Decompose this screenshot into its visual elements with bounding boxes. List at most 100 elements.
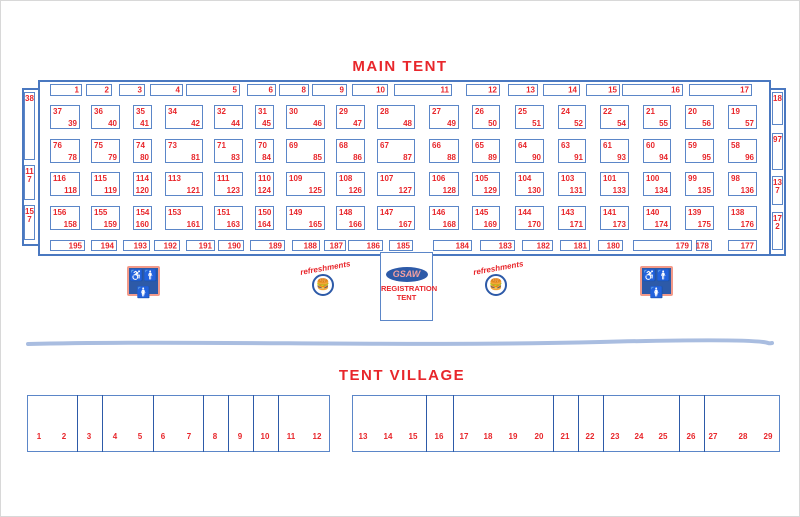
booth[interactable]: 10 bbox=[352, 84, 388, 96]
booth[interactable]: 149 165 bbox=[286, 206, 325, 230]
booth[interactable]: 64 90 bbox=[515, 139, 544, 163]
village-lot[interactable]: 1 bbox=[36, 432, 42, 441]
booth[interactable]: 148 166 bbox=[336, 206, 365, 230]
booth[interactable]: 16 bbox=[622, 84, 683, 96]
booth[interactable]: 182 bbox=[522, 240, 553, 251]
village-lot[interactable]: 20 bbox=[534, 432, 544, 441]
booth[interactable]: 188 bbox=[292, 240, 320, 251]
booth[interactable]: 155 159 bbox=[91, 206, 120, 230]
booth[interactable]: 28 48 bbox=[377, 105, 415, 129]
booth[interactable]: 138 176 bbox=[728, 206, 757, 230]
village-lot[interactable]: 22 bbox=[585, 432, 595, 441]
booth[interactable]: 100 134 bbox=[643, 172, 671, 196]
booth[interactable]: 140 174 bbox=[643, 206, 671, 230]
booth[interactable]: 180 bbox=[598, 240, 623, 251]
village-lot[interactable]: 10 bbox=[260, 432, 270, 441]
booth[interactable]: 34 42 bbox=[165, 105, 203, 129]
booth[interactable]: 12 bbox=[466, 84, 500, 96]
booth[interactable]: 141 173 bbox=[600, 206, 629, 230]
booth[interactable]: 5 bbox=[186, 84, 240, 96]
village-lot[interactable]: 29 bbox=[763, 432, 773, 441]
registration-tent[interactable]: GSAW REGISTRATION TENT bbox=[380, 252, 437, 321]
booth[interactable]: 15 bbox=[586, 84, 620, 96]
booth[interactable]: 113 121 bbox=[165, 172, 203, 196]
booth[interactable]: 103 131 bbox=[558, 172, 586, 196]
booth[interactable]: 156 158 bbox=[50, 206, 80, 230]
booth[interactable]: 68 86 bbox=[336, 139, 365, 163]
booth[interactable]: 147 167 bbox=[377, 206, 415, 230]
village-lot[interactable]: 11 bbox=[286, 432, 296, 441]
booth[interactable]: 32 44 bbox=[214, 105, 243, 129]
booth[interactable]: 111 123 bbox=[214, 172, 243, 196]
booth[interactable]: 150 164 bbox=[255, 206, 274, 230]
village-lot[interactable]: 7 bbox=[186, 432, 192, 441]
booth[interactable]: 179 bbox=[633, 240, 692, 251]
booth[interactable]: 70 84 bbox=[255, 139, 274, 163]
booth[interactable]: 14 bbox=[543, 84, 580, 96]
side-booth[interactable]: 117 bbox=[24, 165, 35, 200]
booth[interactable]: 21 55 bbox=[643, 105, 671, 129]
booth[interactable]: 19 57 bbox=[728, 105, 757, 129]
booth[interactable]: 194 bbox=[91, 240, 117, 251]
booth[interactable]: 186 bbox=[348, 240, 383, 251]
booth[interactable]: 151 163 bbox=[214, 206, 243, 230]
side-booth[interactable]: 157 bbox=[24, 205, 35, 240]
village-lot[interactable]: 26 bbox=[686, 432, 696, 441]
booth[interactable]: 65 89 bbox=[472, 139, 500, 163]
booth[interactable]: 145 169 bbox=[472, 206, 500, 230]
refreshments-right[interactable]: refreshments 🍔 bbox=[473, 259, 524, 302]
village-lot[interactable]: 23 bbox=[610, 432, 620, 441]
booth[interactable]: 17 bbox=[689, 84, 752, 96]
booth[interactable]: 108 126 bbox=[336, 172, 365, 196]
booth[interactable]: 30 46 bbox=[286, 105, 325, 129]
booth[interactable]: 67 87 bbox=[377, 139, 415, 163]
booth[interactable]: 3 bbox=[119, 84, 145, 96]
booth[interactable]: 71 83 bbox=[214, 139, 243, 163]
booth[interactable]: 178 bbox=[696, 240, 712, 251]
booth[interactable]: 105 129 bbox=[472, 172, 500, 196]
booth[interactable]: 101 133 bbox=[600, 172, 629, 196]
side-booth[interactable]: 97 bbox=[772, 133, 783, 170]
village-lot[interactable]: 18 bbox=[483, 432, 493, 441]
booth[interactable]: 184 bbox=[433, 240, 472, 251]
booth[interactable]: 6 bbox=[247, 84, 276, 96]
side-booth[interactable]: 137 bbox=[772, 176, 783, 205]
booth[interactable]: 11 bbox=[394, 84, 452, 96]
booth[interactable]: 29 47 bbox=[336, 105, 365, 129]
booth[interactable]: 37 39 bbox=[50, 105, 80, 129]
village-lot[interactable]: 24 bbox=[634, 432, 644, 441]
booth[interactable]: 22 54 bbox=[600, 105, 629, 129]
village-lot[interactable]: 17 bbox=[459, 432, 469, 441]
booth[interactable]: 104 130 bbox=[515, 172, 544, 196]
booth[interactable]: 1 bbox=[50, 84, 82, 96]
booth[interactable]: 183 bbox=[480, 240, 515, 251]
booth[interactable]: 190 bbox=[218, 240, 244, 251]
booth[interactable]: 98 136 bbox=[728, 172, 757, 196]
booth[interactable]: 99 135 bbox=[685, 172, 714, 196]
booth[interactable]: 74 80 bbox=[133, 139, 152, 163]
booth[interactable]: 191 bbox=[186, 240, 215, 251]
side-booth[interactable]: 18 bbox=[772, 92, 783, 125]
village-lot[interactable]: 8 bbox=[212, 432, 218, 441]
booth[interactable]: 109 125 bbox=[286, 172, 325, 196]
village-lot[interactable]: 15 bbox=[408, 432, 418, 441]
refreshments-left[interactable]: refreshments 🍔 bbox=[300, 259, 351, 302]
booth[interactable]: 107 127 bbox=[377, 172, 415, 196]
booth[interactable]: 189 bbox=[250, 240, 285, 251]
booth[interactable]: 69 85 bbox=[286, 139, 325, 163]
village-lot[interactable]: 5 bbox=[137, 432, 143, 441]
booth[interactable]: 27 49 bbox=[429, 105, 459, 129]
restroom-right[interactable]: ♿🚹🚺 REST ROOMS bbox=[640, 266, 673, 307]
booth[interactable]: 8 bbox=[279, 84, 309, 96]
village-lot[interactable]: 3 bbox=[86, 432, 92, 441]
booth[interactable]: 75 79 bbox=[91, 139, 120, 163]
booth[interactable]: 143 171 bbox=[558, 206, 586, 230]
booth[interactable]: 192 bbox=[154, 240, 180, 251]
restroom-left[interactable]: ♿🚹🚺 REST ROOMS bbox=[127, 266, 160, 307]
village-lot[interactable]: 16 bbox=[434, 432, 444, 441]
village-lot[interactable]: 9 bbox=[237, 432, 243, 441]
booth[interactable]: 110 124 bbox=[255, 172, 274, 196]
booth[interactable]: 58 96 bbox=[728, 139, 757, 163]
booth[interactable]: 66 88 bbox=[429, 139, 459, 163]
booth[interactable]: 177 bbox=[728, 240, 757, 251]
